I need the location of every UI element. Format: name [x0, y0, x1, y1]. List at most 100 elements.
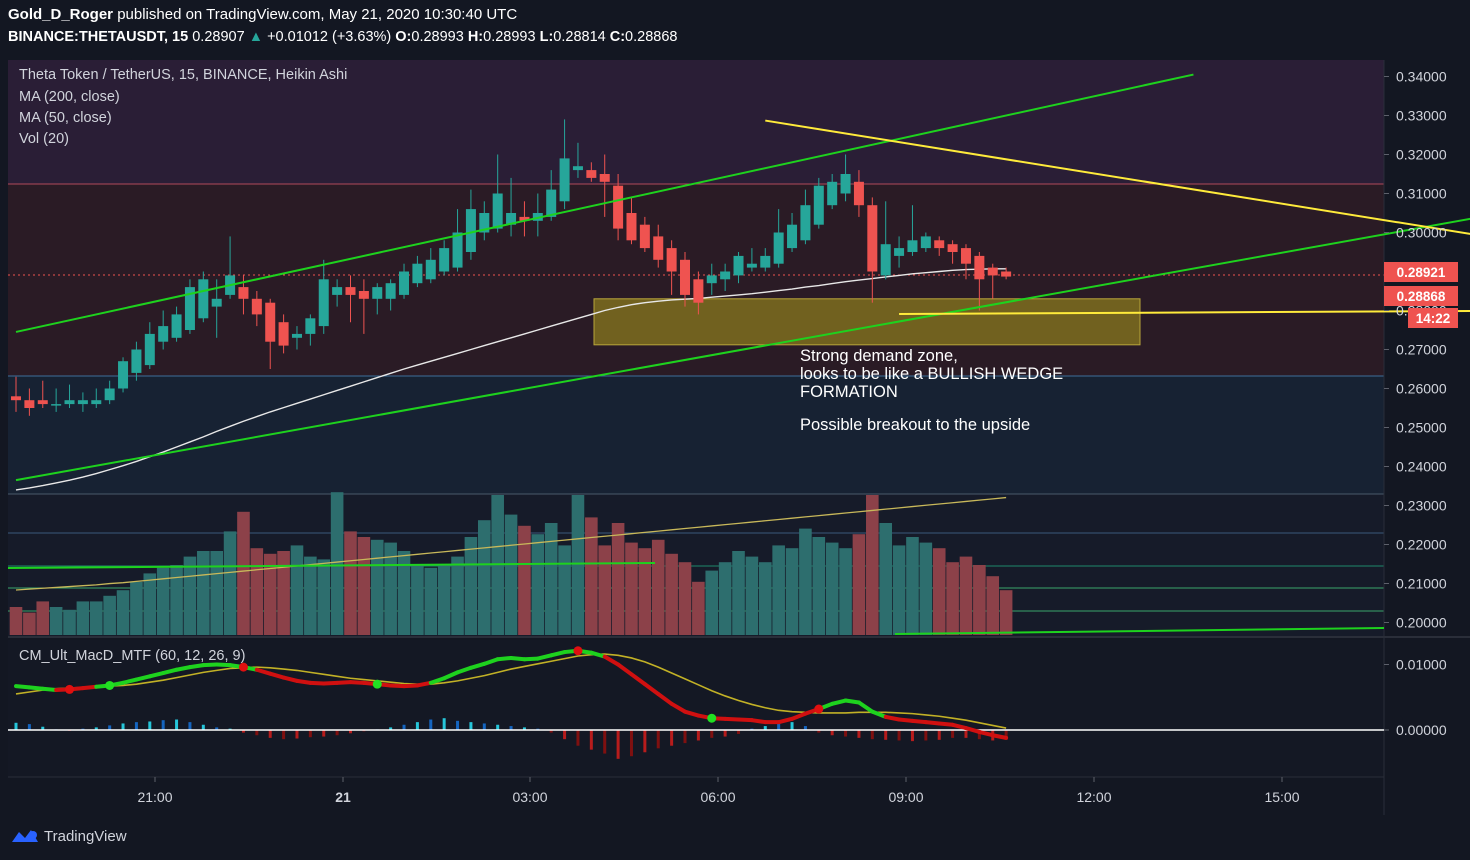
volume-bar: [183, 556, 197, 635]
macd-line-segment: [910, 718, 928, 725]
macd-line-segment: [415, 680, 433, 688]
macd-histogram-bar: [268, 730, 272, 738]
candle-body: [599, 174, 610, 182]
macd-pane-bg: [8, 640, 1384, 777]
macd-line-segment: [161, 667, 179, 676]
ma200-legend[interactable]: MA (200, close): [19, 89, 120, 105]
candle-body: [653, 236, 664, 260]
macd-histogram-bar: [977, 730, 981, 740]
candle-body: [265, 302, 276, 342]
macd-histogram-bar: [509, 726, 513, 730]
macd-legend[interactable]: CM_Ult_MacD_MTF (60, 12, 26, 9): [19, 648, 246, 664]
volume-bar: [919, 542, 933, 635]
macd-histogram-bar: [389, 727, 393, 730]
open-label: O:: [395, 29, 412, 45]
candle-body: [452, 232, 463, 268]
candle-body: [412, 263, 423, 284]
macd-line-segment: [321, 680, 340, 686]
candle-body: [894, 248, 905, 256]
macd-histogram-bar: [964, 730, 968, 738]
volume-bar: [36, 601, 50, 635]
macd-histogram-bar: [27, 724, 31, 730]
macd-line-segment: [990, 733, 1009, 740]
macd-line-segment: [656, 691, 674, 706]
macd-line-segment: [335, 680, 353, 685]
volume-legend[interactable]: Vol (20): [19, 131, 69, 147]
macd-histogram-bar: [402, 724, 406, 730]
tradingview-brand[interactable]: TradingView: [10, 826, 127, 846]
macd-line-segment: [616, 662, 634, 677]
macd-line-segment: [937, 721, 955, 727]
macd-line-segment: [843, 698, 861, 705]
candle-body: [385, 283, 396, 299]
tradingview-label: TradingView: [44, 827, 127, 845]
macd-histogram-bar: [482, 723, 486, 730]
candle-body: [934, 240, 945, 249]
macd-line-segment: [187, 663, 206, 670]
macd-tick-label: 0.01000: [1396, 657, 1447, 673]
macd-histogram-bar: [121, 723, 125, 730]
time-tick-label: 21:00: [137, 789, 172, 805]
candle-body: [639, 224, 650, 249]
volume-bar: [973, 565, 986, 635]
volume-bar: [143, 573, 157, 635]
volume-bar: [397, 551, 411, 635]
macd-histogram-bar: [175, 719, 179, 730]
macd-line-segment: [14, 684, 32, 690]
macd-line-segment: [455, 665, 473, 675]
macd-histogram-bar: [696, 730, 700, 741]
candle-body: [51, 404, 62, 406]
volume-bar: [411, 565, 424, 635]
volume-bar: [437, 565, 451, 635]
candle-body: [572, 166, 583, 171]
candle-body: [559, 158, 570, 202]
volume-trendline-2: [894, 627, 1385, 635]
macd-tick-label: 0.00000: [1396, 722, 1447, 738]
macd-line-segment: [830, 698, 848, 706]
volume-bar: [504, 514, 518, 635]
macd-histogram-bar: [308, 730, 312, 738]
candle-body: [880, 244, 891, 276]
time-tick-label: 06:00: [700, 789, 735, 805]
macd-line-segment: [549, 650, 567, 658]
volume-bar: [370, 539, 384, 635]
candle-body: [800, 205, 811, 241]
ma50-legend[interactable]: MA (50, close): [19, 110, 112, 126]
candle-body: [465, 209, 476, 252]
candle-body: [1001, 271, 1012, 277]
volume-bar: [638, 548, 652, 635]
volume-bar: [116, 590, 130, 635]
macd-histogram-bar: [522, 727, 526, 730]
time-tick-label: 09:00: [888, 789, 923, 805]
up-arrow-icon: ▲: [248, 29, 264, 45]
candle-body: [198, 279, 209, 319]
candle-body: [439, 248, 450, 272]
candle-body: [492, 193, 503, 229]
publisher-line: Gold_D_Roger published on TradingView.co…: [8, 6, 517, 23]
volume-bar: [357, 537, 371, 635]
price-tick-label: 0.27000: [1396, 342, 1447, 358]
volume-bar: [665, 553, 678, 635]
candle-body: [827, 181, 838, 206]
candle-body: [24, 400, 35, 408]
macd-histogram-bar: [951, 730, 955, 738]
volume-bar: [170, 565, 183, 635]
volume-bar: [464, 537, 478, 635]
price-tick-label: 0.34000: [1396, 69, 1447, 85]
volume-bar: [63, 609, 76, 635]
volume-bar: [718, 562, 732, 635]
macd-line-segment: [897, 717, 915, 723]
candle-body: [693, 279, 704, 303]
candle-body: [546, 189, 557, 217]
macd-line-segment: [509, 655, 527, 662]
macd-line-segment: [214, 662, 233, 668]
candle-body: [372, 287, 383, 299]
macd-line-segment: [482, 657, 500, 666]
macd-histogram-bar: [134, 722, 138, 730]
volume-bar: [906, 537, 919, 635]
author-name[interactable]: Gold_D_Roger: [8, 6, 114, 23]
macd-line-segment: [495, 655, 514, 662]
price-tick-label: 0.30000: [1396, 225, 1447, 241]
volume-bar: [89, 601, 103, 635]
